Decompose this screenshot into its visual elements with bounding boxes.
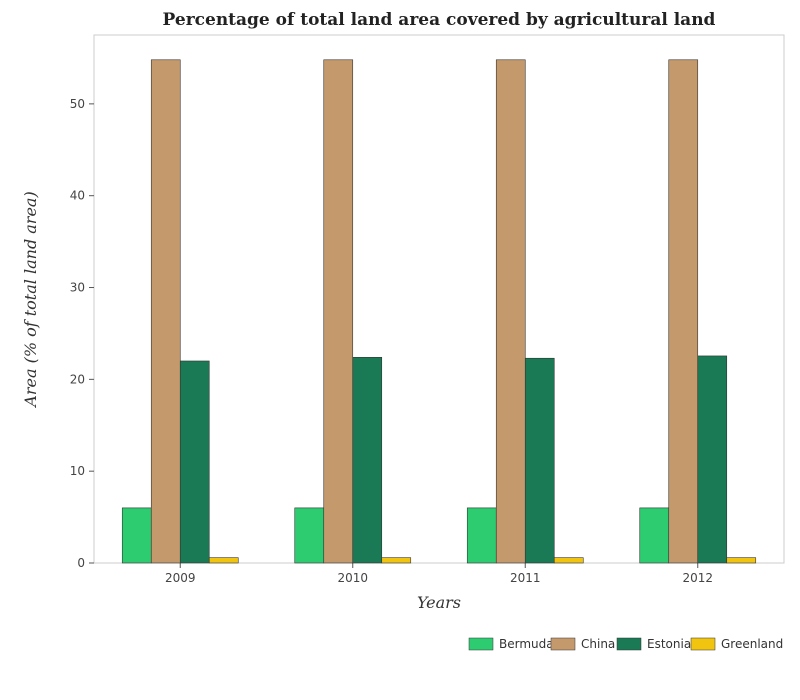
x-axis-label: Years (417, 593, 461, 612)
legend-label-bermuda: Bermuda (499, 637, 554, 651)
bar-estonia-2012 (697, 355, 728, 564)
bars (121, 59, 757, 564)
bar-greenland-2011 (553, 557, 584, 564)
y-axis-label: Area (% of total land area) (21, 191, 40, 408)
bar-greenland-2012 (726, 557, 757, 564)
legend-label-china: China (581, 637, 615, 651)
y-tick-label: 0 (77, 556, 85, 570)
bar-bermuda-2012 (639, 507, 670, 564)
y-tick-label: 10 (70, 464, 85, 478)
x-axis: 2009 2010 2011 2012 (165, 563, 713, 585)
y-axis: 0 10 20 30 40 50 (70, 97, 94, 570)
x-tick-label: 2010 (337, 571, 368, 585)
bar-greenland-2010 (381, 557, 412, 564)
legend-swatch-greenland (690, 637, 716, 651)
bar-estonia-2009 (179, 360, 210, 564)
plot-area (93, 34, 785, 564)
bar-greenland-2009 (208, 557, 239, 564)
y-tick-label: 20 (70, 372, 85, 386)
x-tick-label: 2009 (165, 571, 196, 585)
x-tick-label: 2012 (682, 571, 713, 585)
chart-title: Percentage of total land area covered by… (163, 10, 716, 30)
bar-bermuda-2011 (466, 507, 497, 564)
bar-bermuda-2010 (294, 507, 325, 564)
legend-swatch-estonia (616, 637, 642, 651)
bar-bermuda-2009 (121, 507, 152, 564)
legend-label-estonia: Estonia (647, 637, 691, 651)
legend: Bermuda China Estonia Greenland (468, 637, 783, 651)
bar-china-2009 (150, 59, 181, 564)
bar-china-2010 (323, 59, 354, 564)
legend-swatch-china (550, 637, 576, 651)
y-tick-label: 40 (70, 189, 85, 203)
y-tick-label: 30 (70, 281, 85, 295)
bar-china-2011 (495, 59, 526, 564)
legend-swatch-bermuda (468, 637, 494, 651)
legend-label-greenland: Greenland (721, 637, 783, 651)
bar-estonia-2010 (352, 357, 383, 564)
bar-estonia-2011 (524, 357, 555, 564)
x-tick-label: 2011 (510, 571, 541, 585)
bar-china-2012 (668, 59, 699, 564)
y-tick-label: 50 (70, 97, 85, 111)
